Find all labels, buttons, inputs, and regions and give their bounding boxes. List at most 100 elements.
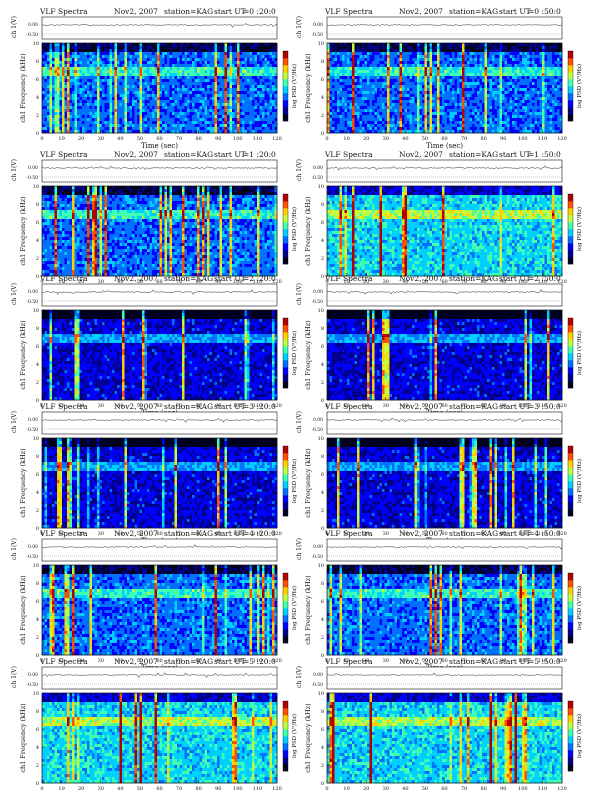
heatmap-cell [127,112,130,115]
heatmap-cell [62,97,65,100]
heatmap-cell [195,103,198,106]
heatmap-cell [77,85,80,88]
heatmap-cell [177,52,180,55]
heatmap-cell [232,52,235,55]
heatmap-cell [245,94,248,97]
heatmap-cell [125,64,128,67]
heatmap-cell [90,85,93,88]
heatmap-cell [92,82,95,85]
heatmap-cell [195,46,198,49]
heatmap-cell [52,112,55,115]
heatmap-cell [205,121,208,124]
heatmap-cell [150,70,153,73]
heatmap-cell [110,76,113,79]
heatmap-cell [217,124,220,127]
heatmap-cell [242,88,245,91]
heatmap-cell [125,70,128,73]
heatmap-cell [182,121,185,124]
heatmap-cell [230,112,233,115]
heatmap-cell [70,70,73,73]
heatmap-cell [77,73,80,76]
heatmap-cell [247,109,250,112]
heatmap-cell [205,94,208,97]
heatmap-cell [60,94,63,97]
heatmap-cell [65,79,68,82]
heatmap-cell [155,121,158,124]
heatmap-cell [135,52,138,55]
heatmap-cell [102,73,105,76]
heatmap-cell [140,58,143,61]
heatmap-cell [197,94,200,97]
heatmap-cell [242,121,245,124]
heatmap-cell [212,76,215,79]
heatmap-cell [97,127,100,130]
heatmap-cell [195,91,198,94]
heatmap-cell [210,46,213,49]
heatmap-cell [142,76,145,79]
heatmap-cell [192,88,195,91]
heatmap-cell [107,118,110,121]
heatmap-cell [160,85,163,88]
heatmap-cell [130,109,133,112]
heatmap-cell [45,67,48,70]
heatmap-cell [72,64,75,67]
heatmap-cell [235,121,238,124]
heatmap-cell [190,112,193,115]
heatmap-cell [42,64,45,67]
heatmap-cell [210,127,213,130]
heatmap-cell [90,121,93,124]
heatmap-cell [100,100,103,103]
heatmap-cell [177,46,180,49]
heatmap-cell [240,85,243,88]
heatmap-cell [82,82,85,85]
heatmap-cell [197,97,200,100]
heatmap-cell [67,58,70,61]
heatmap-cell [132,94,135,97]
heatmap-cell [45,64,48,67]
heatmap-cell [217,127,220,130]
heatmap-cell [97,100,100,103]
heatmap-cell [175,70,178,73]
heatmap-cell [50,94,53,97]
heatmap-cell [115,82,118,85]
heatmap-cell [72,49,75,52]
heatmap-cell [87,55,90,58]
heatmap-cell [92,106,95,109]
heatmap-cell [75,88,78,91]
heatmap-cell [190,82,193,85]
heatmap-cell [180,88,183,91]
heatmap-cell [215,55,218,58]
heatmap-cell [112,43,115,46]
heatmap-cell [125,124,128,127]
heatmap-cell [112,64,115,67]
heatmap-cell [150,79,153,82]
heatmap-cell [175,127,178,130]
heatmap-cell [202,97,205,100]
heatmap-cell [195,52,198,55]
heatmap-cell [237,67,240,70]
heatmap-cell [205,79,208,82]
heatmap-cell [87,94,90,97]
heatmap-cell [110,64,113,67]
heatmap-cell [160,58,163,61]
heatmap-cell [205,76,208,79]
heatmap-cell [112,61,115,64]
heatmap-cell [72,112,75,115]
heatmap-cell [45,97,48,100]
heatmap-cell [177,106,180,109]
heatmap-cell [232,100,235,103]
heatmap-cell [192,73,195,76]
heatmap-cell [80,127,83,130]
heatmap-cell [90,97,93,100]
heatmap-cell [75,100,78,103]
heatmap-cell [177,73,180,76]
spectrogram-heatmap [42,43,277,133]
heatmap-cell [132,124,135,127]
heatmap-cell [127,100,130,103]
heatmap-cell [152,67,155,70]
heatmap-cell [187,85,190,88]
heatmap-cell [82,124,85,127]
heatmap-cell [200,58,203,61]
heatmap-cell [232,73,235,76]
heatmap-cell [200,91,203,94]
